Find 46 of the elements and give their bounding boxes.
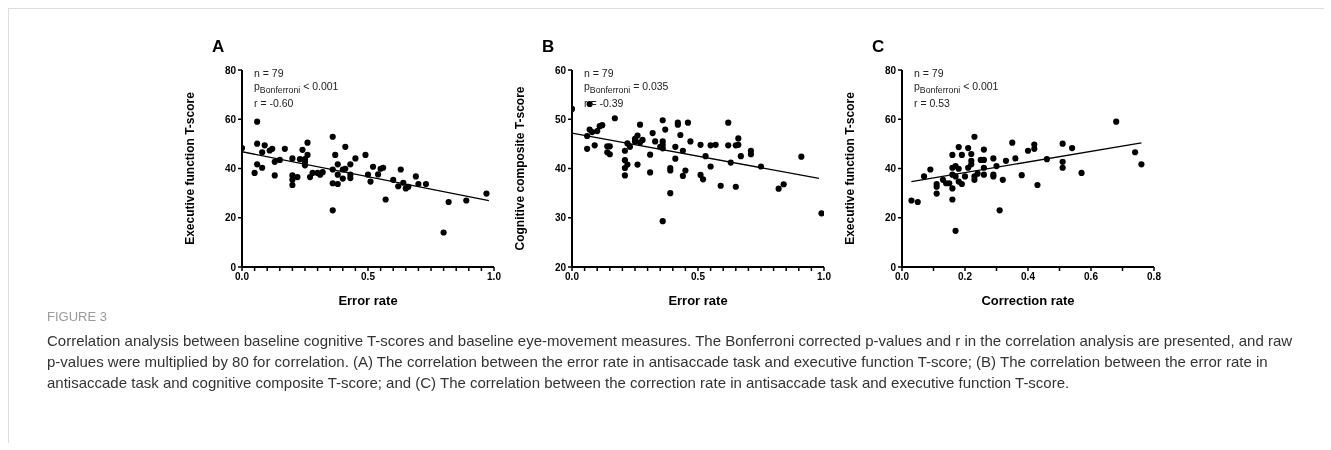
annotation: r = 0.53 [914,97,951,111]
y-tick-label: 30 [554,212,567,224]
x-axis-title: Error rate [338,293,398,308]
annotation: n = 79 [584,67,615,80]
x-axis-title: Correction rate [981,293,1075,308]
chart-title: C [872,37,885,57]
y-axis-title: Cognitive composite T-score [513,86,528,251]
x-tick-label: 0.5 [691,271,706,283]
y-tick-label: 20 [884,212,897,224]
x-tick-label: 1.0 [817,271,832,283]
y-tick-label: 80 [884,64,897,76]
y-tick-label: 20 [554,261,567,273]
annotation: n = 79 [254,67,285,80]
y-tick-label: 0 [230,261,237,273]
x-axis-title: Error rate [668,293,728,308]
caption: FIGURE 3 [47,309,108,324]
x-tick-label: 0.0 [565,271,580,283]
chart-title: A [212,37,225,57]
x-tick-label: 0.2 [958,271,973,283]
y-tick-label: 50 [554,113,567,125]
annotation: r = -0.60 [254,97,295,111]
y-tick-label: 60 [224,113,237,125]
annotation: p$_{Bonferroni}$ < 0.001 [254,80,339,98]
annotation: p$_{Bonferroni}$ < 0.001 [914,80,999,98]
annotation: p$_{Bonferroni}$ = 0.035 [584,80,669,98]
chart-title: B [542,37,555,57]
y-tick-label: 40 [884,163,897,175]
y-axis-title: Executive function T-score [183,91,198,245]
y-axis-title: Executive function T-score [843,91,858,245]
y-tick-label: 40 [554,163,567,175]
annotation: r = -0.39 [584,97,625,111]
y-tick-label: 80 [224,64,237,76]
y-tick-label: 20 [224,212,237,224]
y-tick-label: 40 [224,163,237,175]
x-tick-label: 0.8 [1147,271,1162,283]
x-tick-label: 0.5 [361,271,376,283]
text: Correlation analysis between baseline cognitive T-scores and baseline eye-movement measures. The Bonferroni corrected p-values and r in the correlation analysis are presented, and raw p-values were multiplied by 80 for correlation. (A) The correlation between the error rate in antisaccade task and executive function T-score; (B) The correlation between the error rate in antisaccade task and cognitive composite T-score; and (C) The correlation between the correction rate in antisaccade task and executive function T-score. [47,331,1294,393]
annotation: n = 79 [914,67,945,80]
y-tick-label: 60 [884,113,897,125]
x-tick-label: 0.0 [895,271,910,283]
x-tick-label: 0.4 [1021,271,1036,283]
x-tick-label: 1.0 [487,271,502,283]
x-tick-label: 0.6 [1084,271,1099,283]
x-tick-label: 0.0 [235,271,250,283]
y-tick-label: 60 [554,64,567,76]
y-tick-label: 0 [890,261,897,273]
